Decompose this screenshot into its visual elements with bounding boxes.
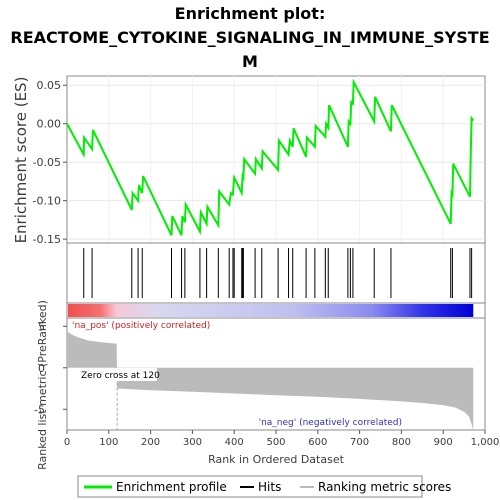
x-tick-label: 0: [64, 437, 70, 448]
zero-cross-label: Zero cross at 120: [81, 371, 160, 381]
legend-label: Hits: [258, 480, 281, 494]
x-tick-label: 100: [99, 437, 118, 448]
zero-cross-label-bg: [79, 368, 157, 381]
legend: Enrichment profile Hits Ranking metric sco…: [84, 480, 451, 494]
x-tick-label: 500: [266, 437, 285, 448]
x-tick-label: 400: [225, 437, 244, 448]
enrichment-profile-line: [66, 78, 475, 236]
neg-correlated-label: 'na_neg' (negatively correlated): [259, 418, 402, 428]
metric-y-axis-label: Ranked list metric (PreRanked): [36, 300, 49, 470]
ranking-colorbar: [68, 304, 474, 317]
es-y-tick-label: -0.10: [33, 195, 61, 208]
x-tick-label: 1,000: [471, 437, 500, 448]
es-y-axis-label: Enrichment score (ES): [12, 77, 30, 244]
hits-panel-frame: [66, 242, 486, 304]
x-tick-label: 900: [434, 437, 453, 448]
es-y-tick-label: -0.05: [33, 156, 61, 169]
es-y-tick-label: 0.00: [37, 118, 62, 131]
x-tick-label: 300: [183, 437, 202, 448]
x-axis-label: Rank in Ordered Dataset: [208, 453, 345, 466]
metric-y-tick-label: 0: [38, 362, 45, 375]
chart-title-line1: Enrichment plot:: [175, 4, 326, 23]
x-tick-label: 700: [350, 437, 369, 448]
x-tick-label: 200: [141, 437, 160, 448]
x-tick-label: 800: [392, 437, 411, 448]
chart-title-line3: M: [242, 52, 258, 71]
es-gridlines: [67, 76, 485, 243]
metric-y-tick-label: 5: [38, 320, 45, 333]
hits-markers: [83, 248, 473, 298]
metric-y-ticks: 5 0 -5: [34, 320, 67, 416]
metric-x-ticks: 0 100 200 300 400 500 600 700 800 900 1,000: [64, 430, 500, 448]
pos-correlated-label: 'na_pos' (positively correlated): [72, 321, 210, 331]
es-y-tick-label: 0.05: [37, 79, 62, 92]
legend-label: Ranking metric scores: [318, 480, 451, 494]
ranking-metric-area: [67, 330, 474, 430]
metric-y-tick-label: -5: [34, 403, 45, 416]
x-tick-label: 600: [308, 437, 327, 448]
es-y-ticks: 0.05 0.00 -0.05 -0.10 -0.15: [33, 79, 67, 246]
legend-label: Enrichment profile: [116, 480, 227, 494]
es-y-tick-label: -0.15: [33, 233, 61, 246]
chart-title-line2: REACTOME_CYTOKINE_SIGNALING_IN_IMMUNE_SY…: [10, 28, 489, 47]
